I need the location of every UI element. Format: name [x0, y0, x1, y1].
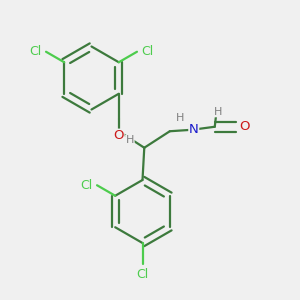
Text: O: O — [239, 120, 250, 133]
Text: H: H — [176, 113, 184, 123]
Text: Cl: Cl — [29, 45, 42, 58]
Text: N: N — [189, 123, 199, 136]
Text: H: H — [126, 135, 134, 145]
Text: Cl: Cl — [80, 179, 93, 192]
Text: H: H — [214, 107, 222, 117]
Text: O: O — [113, 129, 124, 142]
Text: Cl: Cl — [141, 45, 154, 58]
Text: Cl: Cl — [136, 268, 148, 281]
